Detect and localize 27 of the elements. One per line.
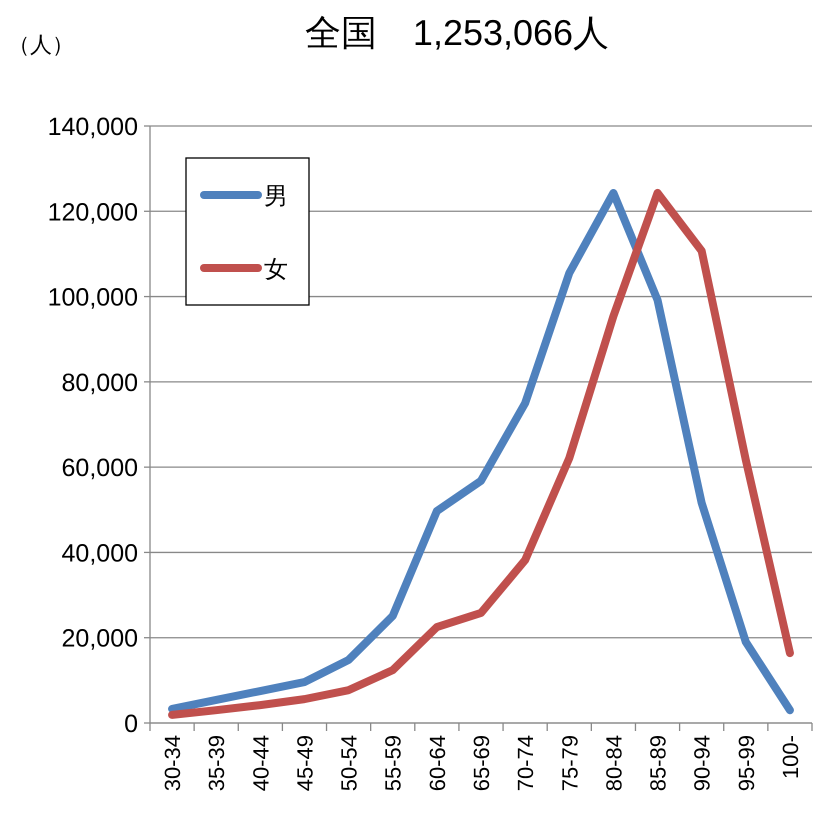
y-tick-label: 100,000 <box>48 284 138 312</box>
x-tick-label: 90-94 <box>690 735 715 792</box>
y-tick-label: 120,000 <box>48 198 138 226</box>
y-tick-label: 0 <box>124 710 138 738</box>
chart-title: 全国 1,253,066人 <box>304 12 610 53</box>
x-tick-label: 50-54 <box>336 735 362 792</box>
x-tick-label: 65-69 <box>469 735 494 792</box>
x-tick-label: 60-64 <box>424 735 450 792</box>
y-tick-label: 60,000 <box>62 454 138 482</box>
legend-label: 男 <box>264 183 288 210</box>
x-tick-label: 45-49 <box>292 735 318 792</box>
y-tick-label: 140,000 <box>48 113 138 141</box>
x-tick-label: 70-74 <box>513 735 538 792</box>
x-tick-label: 55-59 <box>380 735 406 792</box>
x-tick-label: 35-39 <box>204 735 230 792</box>
x-tick-label: 100- <box>778 735 803 780</box>
x-tick-label: 40-44 <box>248 735 274 792</box>
x-tick-label: 80-84 <box>601 735 626 792</box>
y-tick-label: 20,000 <box>62 624 138 653</box>
x-tick-label: 85-89 <box>646 735 671 792</box>
y-axis-title: （人） <box>8 32 74 57</box>
x-tick-label: 30-34 <box>160 735 186 792</box>
y-tick-label: 80,000 <box>62 368 138 397</box>
legend-label: 女 <box>264 256 288 283</box>
y-tick-label: 40,000 <box>62 539 138 568</box>
x-tick-label: 95-99 <box>734 735 759 792</box>
x-tick-label: 75-79 <box>557 735 582 792</box>
